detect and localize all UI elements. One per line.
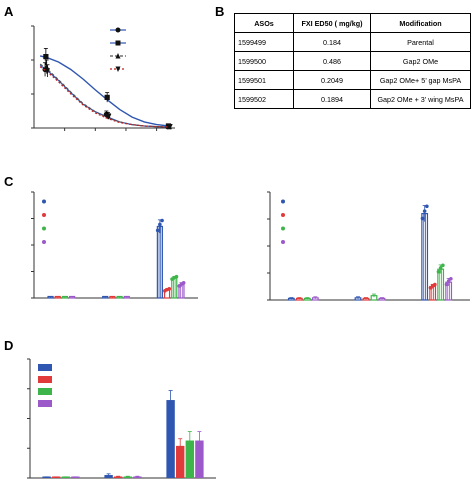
legend-swatch — [42, 213, 46, 217]
data-point-marker — [104, 94, 110, 100]
data-point-marker — [441, 263, 445, 268]
table-cell: 0.184 — [293, 32, 371, 52]
data-point-marker — [160, 218, 164, 223]
legend-swatch — [38, 400, 52, 407]
data-point-marker — [115, 66, 121, 72]
table-cell: 1599502 — [234, 89, 294, 109]
table-cell: Gap2 OMe — [370, 51, 471, 71]
series-line — [39, 63, 169, 128]
data-point-marker — [444, 282, 449, 287]
data-point-marker — [115, 27, 121, 33]
data-point-marker — [43, 54, 49, 60]
table-cell: Gap2 OMe+ 5’ gap MsPA — [370, 70, 471, 90]
table-row: 1599501 0.2049 Gap2 OMe+ 5’ gap MsPA — [234, 70, 471, 90]
panel-label-b: B — [215, 4, 224, 19]
data-point-marker — [433, 282, 437, 287]
legend-swatch — [281, 199, 285, 204]
table-row: 1599502 0.1894 Gap2 OMe + 3’ wing MsPA — [234, 89, 471, 109]
data-point-marker — [438, 266, 443, 270]
table-header-row: ASOs FXI ED50 ( mg/kg) Modification — [234, 13, 471, 33]
panel-label-a: A — [4, 4, 14, 19]
bar — [185, 440, 194, 478]
data-point-marker — [174, 274, 179, 279]
data-point-marker — [158, 222, 162, 227]
legend-swatch — [38, 376, 52, 383]
table-header-cell: ASOs — [234, 13, 294, 33]
table-cell: 0.486 — [293, 51, 371, 71]
table-row: 1599499 0.184 Parental — [234, 32, 471, 52]
data-point-marker — [181, 281, 186, 285]
table-cell: 1599501 — [234, 70, 294, 90]
fxi-dose-response-chart — [31, 25, 175, 131]
bar — [176, 445, 185, 478]
data-point-marker — [446, 279, 451, 283]
data-point-marker — [449, 276, 453, 281]
alt-bar-chart — [31, 191, 198, 299]
table-cell: 0.1894 — [293, 89, 371, 109]
ast-bar-chart — [267, 191, 470, 301]
bar — [166, 400, 175, 478]
table-header-cell: FXI ED50 ( mg/kg) — [293, 13, 371, 33]
data-point-marker — [422, 209, 427, 213]
bar — [421, 213, 429, 301]
data-point-marker — [436, 270, 441, 274]
table-row: 1599500 0.486 Gap2 OMe — [234, 51, 471, 71]
data-point-marker — [420, 216, 425, 221]
table-cell: Gap2 OMe + 3’ wing MsPA — [370, 89, 471, 109]
data-point-marker — [44, 63, 50, 70]
panel-label-d: D — [4, 338, 13, 353]
panel-label-c: C — [4, 174, 14, 189]
data-point-marker — [106, 113, 112, 120]
table-cell: 1599499 — [234, 32, 294, 52]
data-point-marker — [155, 228, 160, 233]
bar — [171, 277, 178, 299]
series-line — [39, 55, 169, 127]
p21-bar-chart — [27, 358, 216, 479]
data-point-marker — [167, 287, 172, 291]
series-line — [39, 64, 169, 128]
data-point-marker — [425, 204, 429, 209]
table-header-cell: Modification — [370, 13, 471, 33]
series-line — [39, 66, 169, 128]
legend-swatch — [281, 213, 285, 217]
data-point-marker — [115, 53, 121, 59]
legend-swatch — [281, 240, 285, 244]
legend-swatch — [281, 226, 285, 231]
legend-swatch — [38, 388, 52, 395]
bar — [156, 225, 163, 299]
ed50-table: ASOs FXI ED50 ( mg/kg) Modification 1599… — [234, 13, 471, 109]
bar — [104, 475, 113, 478]
legend-swatch — [42, 240, 46, 244]
table-cell: 0.2049 — [293, 70, 371, 90]
data-point-marker — [167, 124, 173, 130]
bar — [195, 440, 204, 478]
bar — [437, 268, 445, 301]
table-cell: 1599500 — [234, 51, 294, 71]
table-cell: Parental — [370, 32, 471, 52]
legend-swatch — [42, 226, 46, 231]
legend-swatch — [42, 199, 46, 204]
legend-swatch — [38, 364, 52, 371]
data-point-marker — [44, 68, 51, 74]
data-point-marker — [115, 40, 121, 46]
